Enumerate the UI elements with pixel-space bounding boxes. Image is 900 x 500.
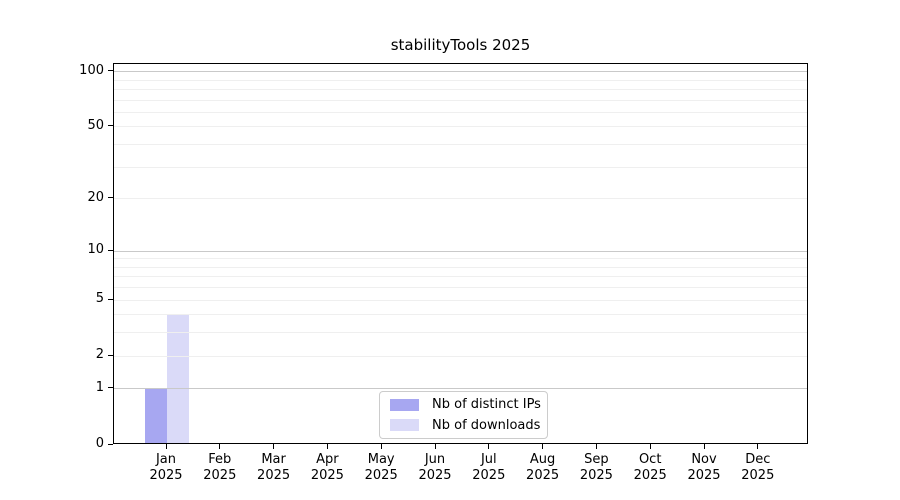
x-tick-jul xyxy=(488,444,490,449)
minor-gridline-8 xyxy=(114,266,807,268)
x-tick-aug xyxy=(542,444,544,449)
major-gridline-1 xyxy=(114,388,807,390)
chart-title: stabilityTools 2025 xyxy=(390,36,531,54)
minor-gridline-4 xyxy=(114,314,807,316)
y-tick-label-10: 10 xyxy=(87,242,104,257)
minor-gridline-3 xyxy=(114,332,807,334)
x-tick-nov xyxy=(703,444,705,449)
x-tick-may xyxy=(380,444,382,449)
minor-gridline-5 xyxy=(114,299,807,301)
x-tick-oct xyxy=(649,444,651,449)
minor-gridline-80 xyxy=(114,88,807,90)
x-tick-label-jul: Jul 2025 xyxy=(472,452,506,483)
y-tick-label-50: 50 xyxy=(87,117,104,133)
x-tick-label-jun: Jun 2025 xyxy=(418,452,452,483)
minor-gridline-60 xyxy=(114,111,807,113)
y-tick-label-100: 100 xyxy=(79,62,104,78)
minor-gridline-40 xyxy=(114,144,807,146)
legend: Nb of distinct IPs Nb of downloads xyxy=(379,391,548,439)
minor-gridline-6 xyxy=(114,287,807,289)
legend-label: Nb of distinct IPs xyxy=(432,397,541,413)
legend-swatch-icon xyxy=(390,398,419,411)
y-tick-10 xyxy=(108,249,113,251)
y-tick-label-1: 1 xyxy=(95,379,104,395)
legend-label: Nb of downloads xyxy=(432,417,541,433)
y-tick-0 xyxy=(108,443,113,445)
x-tick-label-mar: Mar 2025 xyxy=(257,452,291,483)
y-tick-20 xyxy=(108,197,113,199)
minor-gridline-90 xyxy=(114,79,807,81)
x-tick-label-nov: Nov 2025 xyxy=(687,452,721,483)
legend-swatch-icon xyxy=(390,419,419,432)
minor-gridline-50 xyxy=(114,126,807,128)
x-tick-label-may: May 2025 xyxy=(364,452,398,483)
y-tick-1 xyxy=(108,387,113,389)
plot-area: Nb of distinct IPs Nb of downloads xyxy=(113,63,808,444)
y-tick-50 xyxy=(108,125,113,127)
x-tick-feb xyxy=(219,444,221,449)
legend-item-nb-of-downloads: Nb of downloads xyxy=(386,417,541,435)
x-tick-label-oct: Oct 2025 xyxy=(633,452,667,483)
x-tick-label-sep: Sep 2025 xyxy=(579,452,613,483)
minor-gridline-20 xyxy=(114,198,807,200)
x-tick-sep xyxy=(595,444,597,449)
y-tick-100 xyxy=(108,70,113,72)
minor-gridline-70 xyxy=(114,99,807,101)
minor-gridline-30 xyxy=(114,166,807,168)
x-tick-dec xyxy=(757,444,759,449)
y-tick-label-5: 5 xyxy=(95,291,104,307)
bar-nb-of-distinct-ips-jan-2025 xyxy=(145,387,167,443)
x-tick-label-jan: Jan 2025 xyxy=(149,452,183,483)
y-tick-5 xyxy=(108,298,113,300)
major-gridline-100 xyxy=(114,71,807,73)
x-tick-label-dec: Dec 2025 xyxy=(741,452,775,483)
x-tick-jun xyxy=(434,444,436,449)
x-tick-jan xyxy=(165,444,167,449)
legend-item-nb-of-distinct-ips: Nb of distinct IPs xyxy=(386,396,541,414)
x-tick-label-aug: Aug 2025 xyxy=(526,452,560,483)
y-tick-label-20: 20 xyxy=(87,189,104,205)
minor-gridline-2 xyxy=(114,355,807,357)
minor-gridline-9 xyxy=(114,258,807,260)
x-tick-apr xyxy=(326,444,328,449)
y-tick-2 xyxy=(108,354,113,356)
y-tick-label-2: 2 xyxy=(95,347,104,363)
y-tick-label-0: 0 xyxy=(95,436,104,451)
major-gridline-10 xyxy=(114,250,807,252)
minor-gridline-7 xyxy=(114,276,807,278)
x-tick-mar xyxy=(273,444,275,449)
x-tick-label-feb: Feb 2025 xyxy=(203,452,237,483)
bar-nb-of-downloads-jan-2025 xyxy=(167,313,189,443)
x-tick-label-apr: Apr 2025 xyxy=(310,452,344,483)
